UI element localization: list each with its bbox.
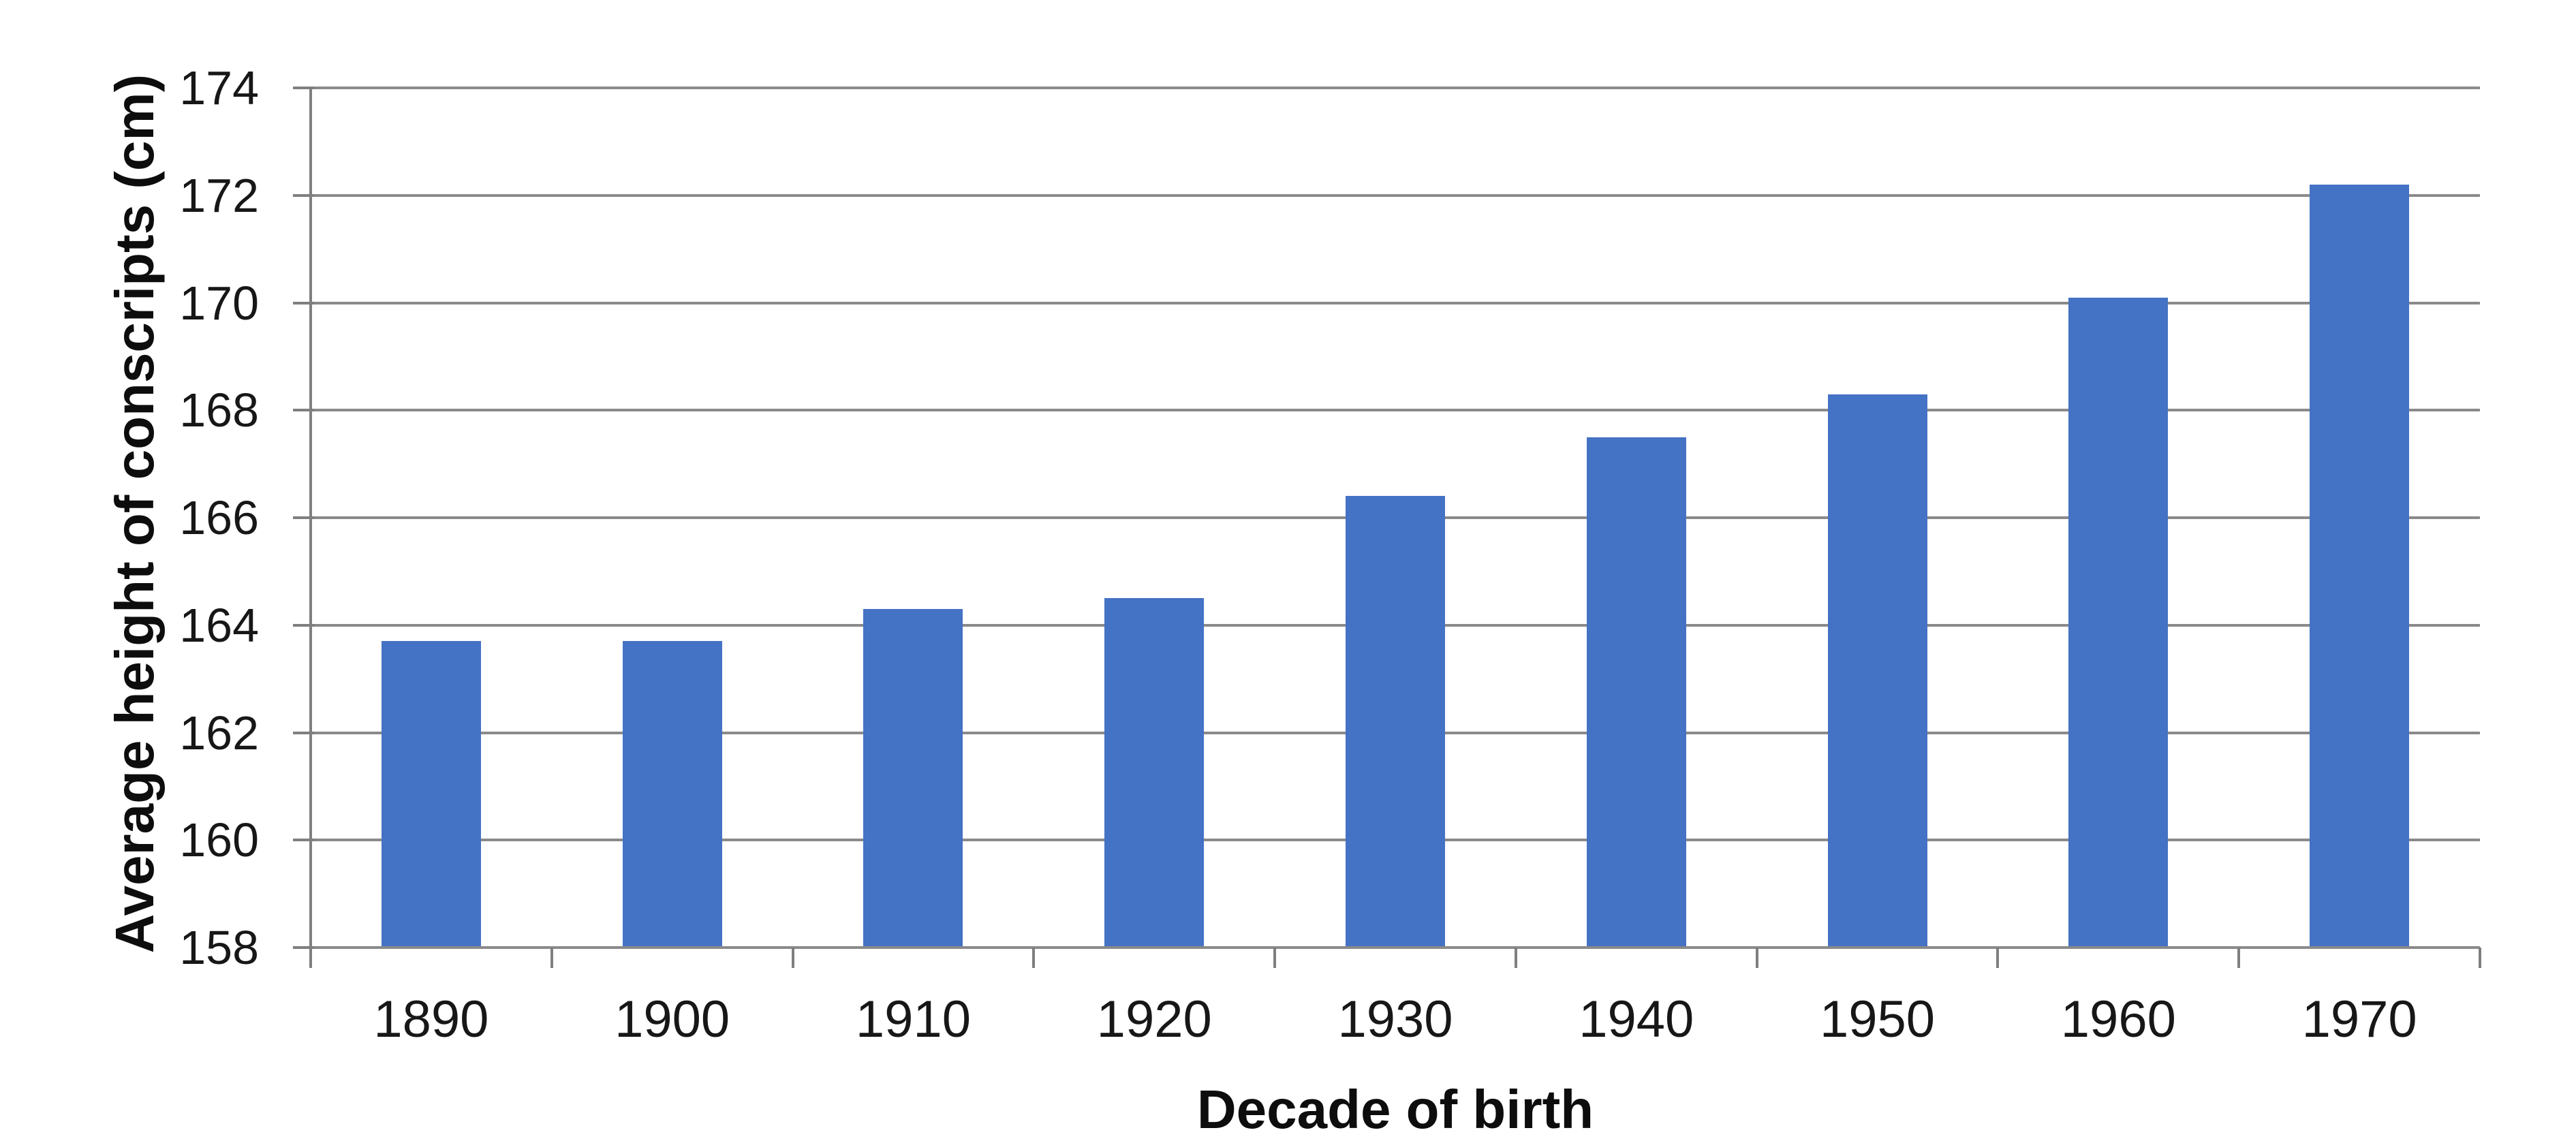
- y-tick: [293, 193, 315, 197]
- bar: [2310, 184, 2410, 948]
- y-tick: [293, 623, 315, 627]
- bar: [622, 641, 722, 948]
- bar: [863, 609, 963, 948]
- x-tick-label: 1900: [615, 990, 730, 1048]
- x-axis-title: Decade of birth: [1196, 1079, 1594, 1140]
- bar: [2068, 297, 2169, 948]
- y-tick: [293, 409, 315, 412]
- x-tick: [2237, 948, 2241, 968]
- y-tick: [293, 87, 315, 89]
- x-tick: [791, 948, 794, 968]
- x-tick-label: 1920: [1096, 990, 1212, 1048]
- x-tick: [1755, 948, 1758, 968]
- x-tick-label: 1950: [1820, 990, 1936, 1048]
- x-tick-label: 1960: [2060, 990, 2176, 1048]
- x-tick-label: 1910: [855, 990, 971, 1048]
- x-tick-label: 1930: [1337, 990, 1453, 1048]
- x-tick: [1273, 948, 1277, 968]
- bar: [1104, 598, 1205, 948]
- y-tick: [293, 516, 315, 519]
- y-tick: [293, 301, 315, 304]
- x-tick: [2479, 948, 2481, 968]
- gridline: [311, 193, 2480, 197]
- y-tick-label: 170: [179, 276, 259, 330]
- gridline: [311, 301, 2480, 304]
- y-tick: [293, 731, 315, 734]
- bar: [1346, 496, 1445, 948]
- y-tick-label: 158: [179, 921, 259, 974]
- y-tick-label: 174: [179, 61, 259, 114]
- bar: [1586, 437, 1686, 948]
- bar: [1827, 394, 1927, 948]
- x-tick-label: 1970: [2301, 990, 2417, 1048]
- y-tick-label: 172: [179, 168, 259, 222]
- x-tick-label: 1890: [373, 990, 489, 1048]
- y-tick-label: 166: [179, 491, 259, 544]
- x-tick-label: 1940: [1579, 990, 1694, 1048]
- y-tick-label: 160: [179, 813, 259, 867]
- y-tick-label: 162: [179, 706, 259, 760]
- gridline: [311, 409, 2480, 412]
- x-tick: [1996, 948, 2000, 968]
- y-tick: [293, 946, 315, 949]
- y-tick-label: 168: [179, 384, 259, 437]
- x-tick: [1032, 948, 1036, 968]
- x-tick: [550, 948, 553, 968]
- x-tick: [309, 948, 312, 968]
- y-tick-label: 164: [179, 598, 259, 652]
- gridline: [311, 87, 2480, 89]
- x-axis-line: [311, 946, 2480, 949]
- x-tick: [1514, 948, 1517, 968]
- y-tick: [293, 839, 315, 842]
- bar: [381, 641, 481, 948]
